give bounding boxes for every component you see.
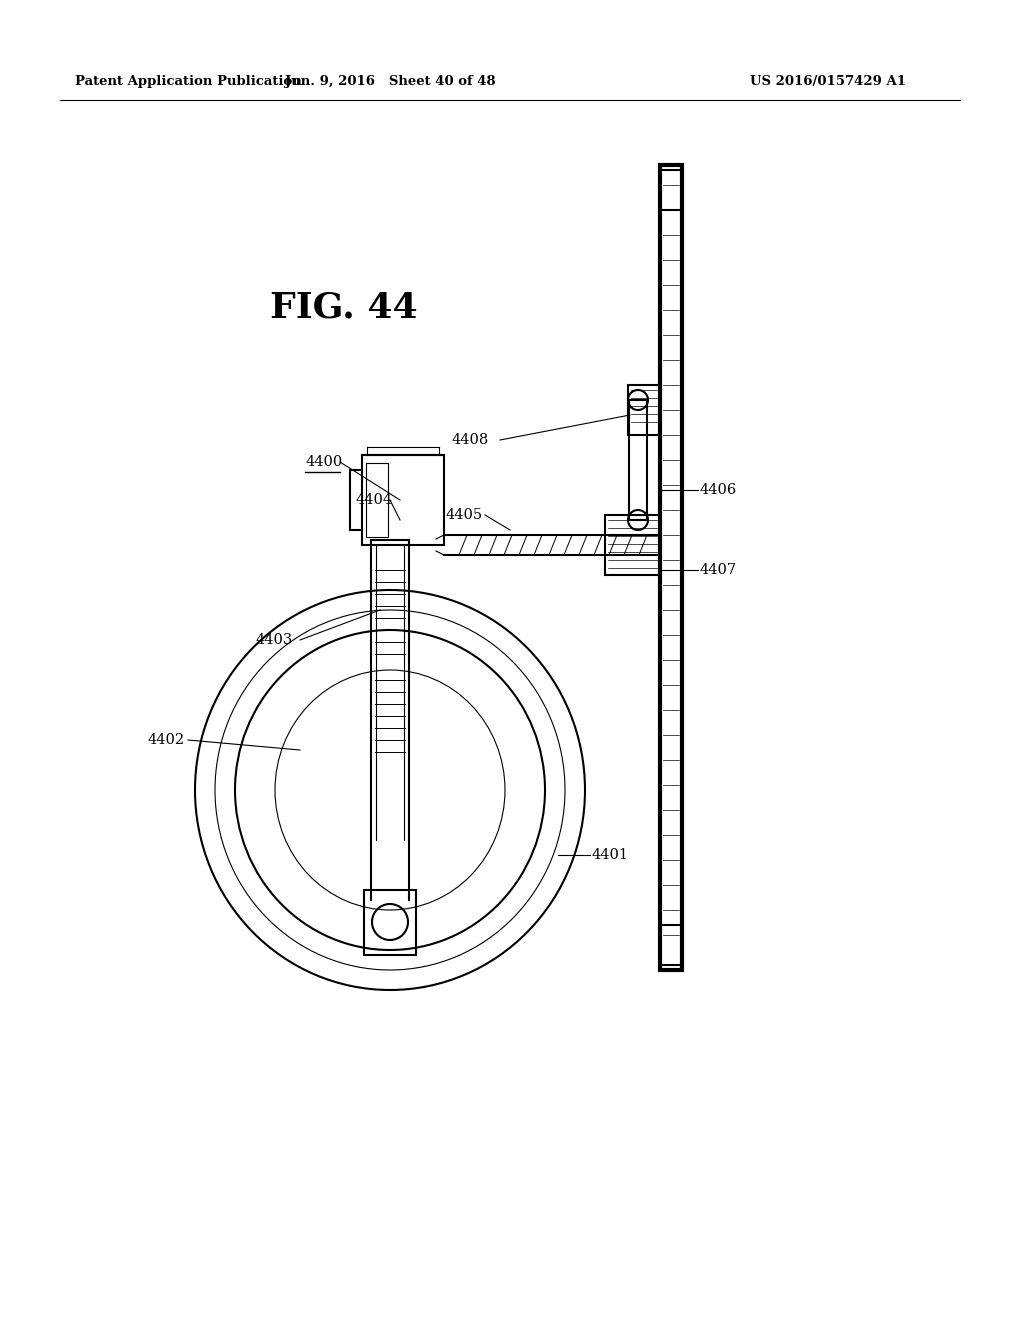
Bar — [629, 400, 647, 520]
Bar — [364, 890, 416, 954]
Bar — [366, 463, 388, 537]
Text: 4401: 4401 — [592, 847, 629, 862]
Bar — [660, 165, 682, 970]
Text: US 2016/0157429 A1: US 2016/0157429 A1 — [750, 75, 906, 88]
Text: 4402: 4402 — [148, 733, 185, 747]
Text: 4400: 4400 — [305, 455, 342, 469]
Text: 4405: 4405 — [445, 508, 482, 521]
Text: 4407: 4407 — [700, 564, 737, 577]
Bar — [362, 455, 444, 545]
Text: 4408: 4408 — [452, 433, 489, 447]
Bar — [628, 385, 660, 436]
Text: Jun. 9, 2016   Sheet 40 of 48: Jun. 9, 2016 Sheet 40 of 48 — [285, 75, 496, 88]
Text: Patent Application Publication: Patent Application Publication — [75, 75, 302, 88]
Text: 4403: 4403 — [255, 634, 292, 647]
Text: 4406: 4406 — [700, 483, 737, 498]
Text: 4404: 4404 — [355, 492, 392, 507]
Bar — [605, 515, 660, 576]
Text: FIG. 44: FIG. 44 — [270, 290, 418, 323]
